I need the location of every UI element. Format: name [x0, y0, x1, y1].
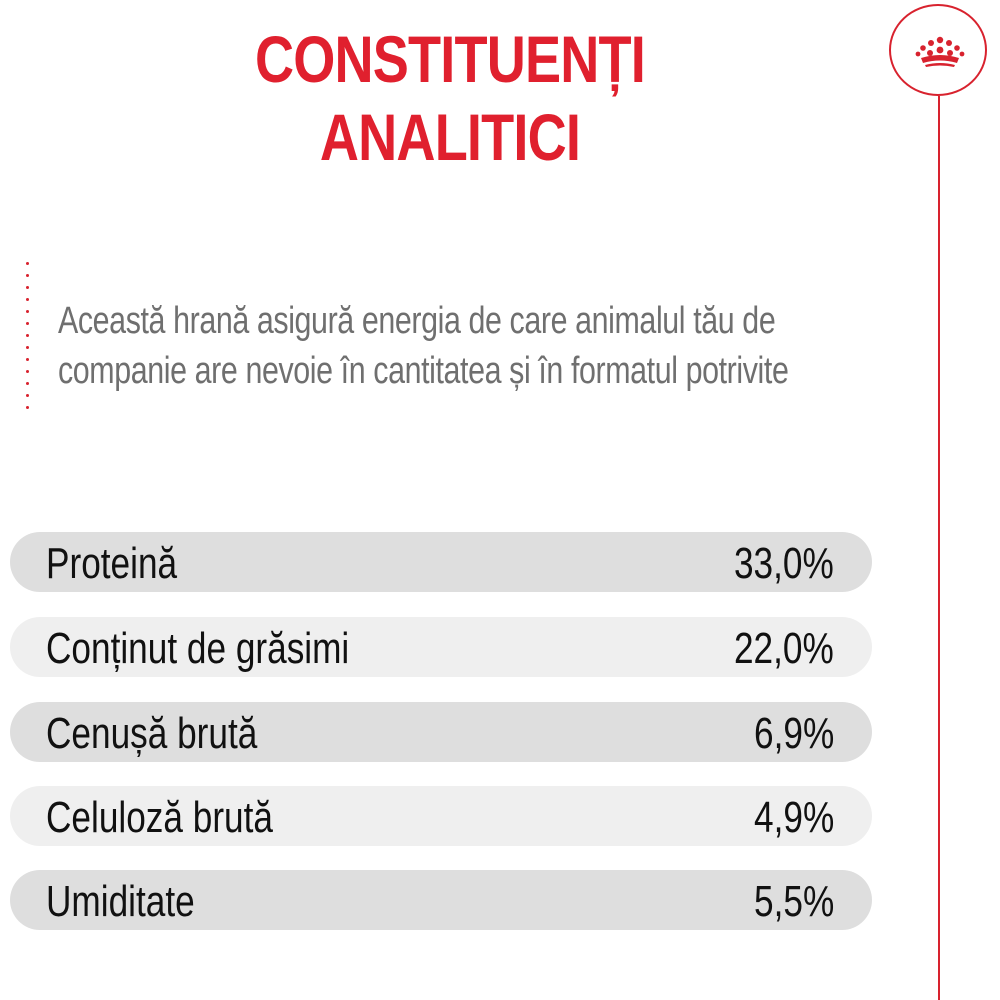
page-title: CONSTITUENȚI ANALITICI — [229, 20, 672, 176]
nutrient-value: 5,5% — [753, 877, 834, 926]
description-text: Această hrană asigură energia de care an… — [58, 296, 789, 396]
nutrient-label: Celuloză brută — [46, 793, 273, 842]
nutrient-value: 22,0% — [734, 624, 834, 673]
nutrient-label: Conținut de grăsimi — [46, 624, 350, 673]
nutrient-row-protein: Proteină 33,0% — [10, 532, 872, 592]
title-line-1: CONSTITUENȚI — [254, 22, 646, 96]
description-line-1: Această hrană asigură energia de care an… — [58, 300, 776, 342]
brand-logo — [889, 4, 987, 96]
nutrient-label: Proteină — [46, 539, 178, 588]
nutrient-row-fat: Conținut de grăsimi 22,0% — [10, 617, 872, 677]
nutrient-value: 4,9% — [753, 793, 834, 842]
title-line-2: ANALITICI — [319, 100, 581, 174]
nutrient-value: 33,0% — [734, 539, 834, 588]
nutrient-row-ash: Cenușă brută 6,9% — [10, 702, 872, 762]
crown-icon — [915, 36, 965, 67]
description-line-2: companie are nevoie în cantitatea și în … — [58, 350, 789, 392]
decorative-vertical-line — [938, 96, 940, 1000]
nutrient-row-moisture: Umiditate 5,5% — [10, 870, 872, 930]
nutrient-label: Umiditate — [46, 877, 195, 926]
nutrient-label: Cenușă brută — [46, 709, 258, 758]
nutrient-row-fibre: Celuloză brută 4,9% — [10, 786, 872, 846]
decorative-dotted-line — [26, 262, 30, 412]
nutrient-value: 6,9% — [753, 709, 834, 758]
